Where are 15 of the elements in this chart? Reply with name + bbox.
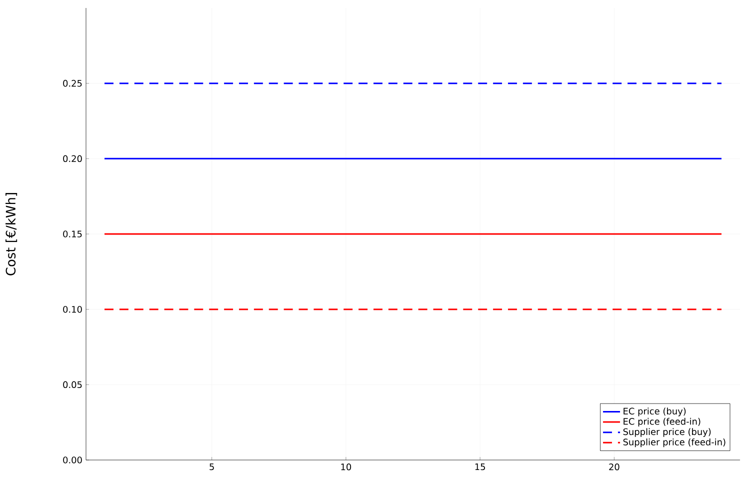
y-tick-label: 0.25 (63, 80, 82, 87)
legend-label: Supplier price (feed-in) (623, 438, 726, 448)
y-tick-label: 0.10 (63, 306, 82, 313)
y-axis-title: Cost [€/kWh] (6, 193, 18, 276)
x-tick-label: 15 (475, 464, 485, 470)
y-tick-label: 0.20 (63, 155, 82, 162)
x-tick-label: 5 (210, 464, 214, 470)
y-tick-label: 0.15 (63, 230, 82, 238)
legend-label: EC price (feed-in) (624, 418, 700, 427)
legend-label: EC price (buy) (624, 408, 686, 416)
x-tick-label: 10 (341, 464, 352, 470)
x-tick-label: 20 (609, 464, 620, 470)
y-tick-label: 0.05 (63, 381, 82, 388)
y-tick-label: 0.00 (63, 456, 82, 464)
legend-label: Supplier price (buy) (623, 428, 711, 437)
